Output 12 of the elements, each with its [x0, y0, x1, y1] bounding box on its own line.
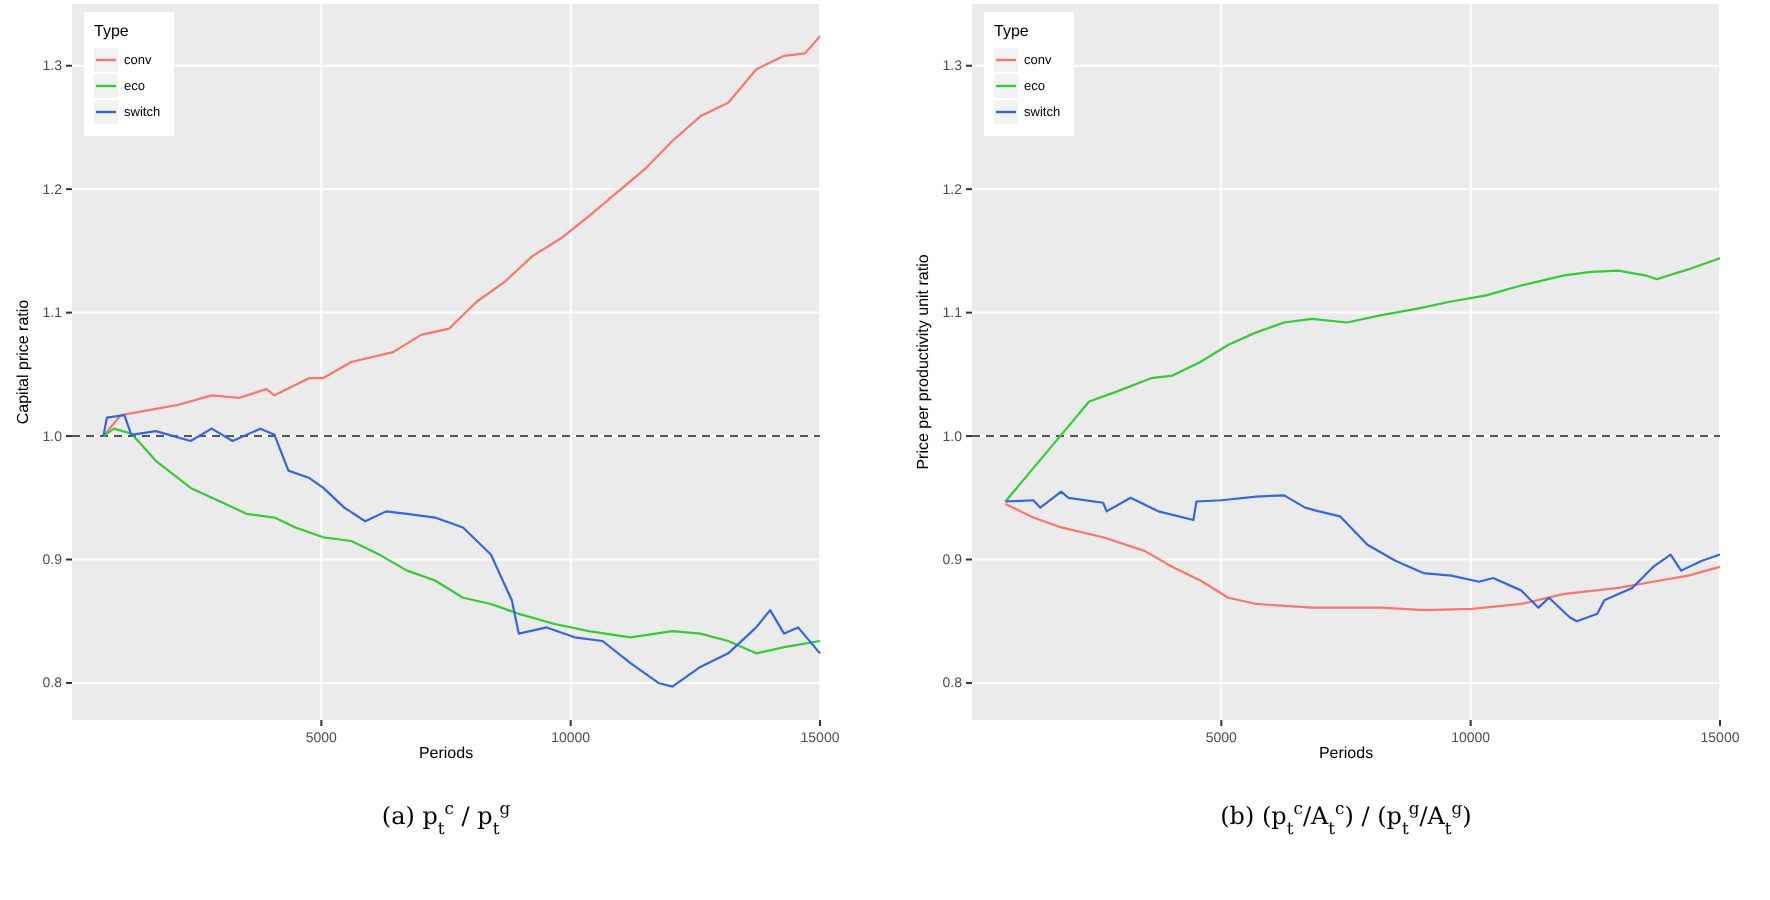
x-axis-title: Periods: [1318, 744, 1374, 762]
y-axis-title: Capital price ratio: [14, 298, 32, 425]
text: (b) (p$_{t}$$^{c}$/A$_{t}$$^{c}$) / (p$_{t}$$^{g}$/A$_{t}$$^{g}$): [1220, 798, 1472, 838]
line-series: [102, 413, 822, 688]
line-series: [1004, 502, 1722, 612]
legend-title: Type: [994, 22, 1030, 40]
legend-title: Type: [94, 22, 130, 40]
line-series: [1004, 490, 1722, 623]
line-series: [102, 427, 822, 655]
y-axis-title: Price per productivity unit ratio: [914, 253, 932, 470]
line-series: [1004, 257, 1722, 503]
x-axis-title: Periods: [418, 744, 474, 762]
